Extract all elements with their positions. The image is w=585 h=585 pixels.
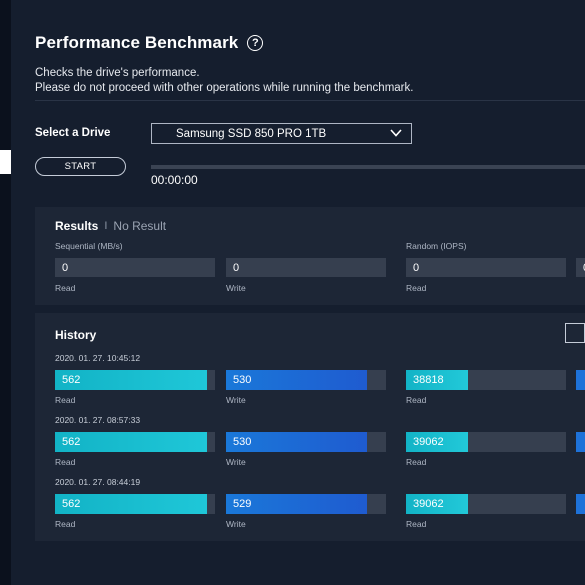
history-seq-read-label: Read (55, 457, 76, 467)
page-title: Performance Benchmark (35, 33, 239, 52)
history-rand-write-bar (576, 370, 585, 390)
history-seq-write-value: 530 (226, 370, 367, 390)
history-rand-read-bar: 39062 (406, 494, 566, 514)
history-seq-read-label: Read (55, 519, 76, 529)
benchmark-panel: Performance Benchmark ? Checks the drive… (11, 0, 585, 585)
drive-select-value: Samsung SSD 850 PRO 1TB (176, 127, 327, 140)
history-rand-read-label: Read (406, 395, 427, 405)
history-rand-read-label: Read (406, 519, 427, 529)
chevron-down-icon (390, 129, 402, 137)
question-circle-icon[interactable]: ? (247, 35, 264, 51)
seq-write-label: Write (226, 283, 246, 293)
description: Checks the drive's performance. Please d… (35, 66, 413, 96)
history-rand-write-bar (576, 494, 585, 514)
results-card: Results I No Result Sequential (MB/s) Ra… (35, 207, 585, 305)
drive-label: Select a Drive (35, 127, 111, 139)
history-seq-write-bar: 530 (226, 370, 386, 390)
history-rand-write-fill (576, 432, 585, 452)
random-label: Random (IOPS) (406, 241, 467, 251)
history-seq-write-bar: 530 (226, 432, 386, 452)
history-seq-read-value: 562 (55, 370, 207, 390)
history-seq-read-bar: 562 (55, 432, 215, 452)
history-seq-write-bar: 529 (226, 494, 386, 514)
description-line-1: Checks the drive's performance. (35, 67, 200, 79)
history-timestamp: 2020. 01. 27. 08:57:33 (55, 415, 141, 425)
history-rand-write-fill (576, 494, 585, 514)
history-seq-read-bar: 562 (55, 494, 215, 514)
history-seq-write-value: 529 (226, 494, 367, 514)
history-seq-read-value: 562 (55, 432, 207, 452)
history-rand-write-fill (576, 370, 585, 390)
history-seq-read-value: 562 (55, 494, 207, 514)
title-row: Performance Benchmark ? (35, 33, 264, 53)
seq-read-value: 0 (55, 258, 215, 277)
history-card: History 2020. 01. 27. 10:45:12 562 Read 530… (35, 313, 585, 541)
rand-read-value: 0 (406, 258, 566, 277)
history-seq-write-label: Write (226, 519, 246, 529)
results-header: Results I No Result (55, 219, 166, 233)
history-rand-read-value: 39062 (406, 432, 469, 452)
sequential-label: Sequential (MB/s) (55, 241, 123, 251)
sidebar-active-indicator (0, 150, 11, 174)
history-seq-read-label: Read (55, 395, 76, 405)
results-separator: I (104, 220, 108, 232)
history-title: History (55, 328, 97, 342)
history-rand-write-bar (576, 432, 585, 452)
results-title: Results (55, 219, 99, 233)
rand-read-label: Read (406, 283, 427, 293)
history-seq-read-bar: 562 (55, 370, 215, 390)
history-select-checkbox[interactable] (565, 323, 585, 343)
history-timestamp: 2020. 01. 27. 08:44:19 (55, 477, 141, 487)
history-seq-write-label: Write (226, 457, 246, 467)
history-rand-read-value: 39062 (406, 494, 469, 514)
history-rand-read-bar: 38818 (406, 370, 566, 390)
seq-read-label: Read (55, 283, 76, 293)
benchmark-progress-bar (151, 165, 585, 169)
rand-write-value: 0 (576, 258, 585, 277)
seq-write-value: 0 (226, 258, 386, 277)
history-seq-write-label: Write (226, 395, 246, 405)
history-rand-read-value: 38818 (406, 370, 469, 390)
divider (35, 100, 585, 101)
history-rand-read-bar: 39062 (406, 432, 566, 452)
history-rand-read-label: Read (406, 457, 427, 467)
elapsed-timer: 00:00:00 (151, 173, 198, 187)
description-line-2: Please do not proceed with other operati… (35, 82, 414, 94)
start-button[interactable]: START (35, 157, 126, 176)
results-status: No Result (113, 219, 167, 233)
history-seq-write-value: 530 (226, 432, 367, 452)
drive-select[interactable]: Samsung SSD 850 PRO 1TB (151, 123, 412, 144)
history-timestamp: 2020. 01. 27. 10:45:12 (55, 353, 141, 363)
sidebar (0, 0, 11, 585)
